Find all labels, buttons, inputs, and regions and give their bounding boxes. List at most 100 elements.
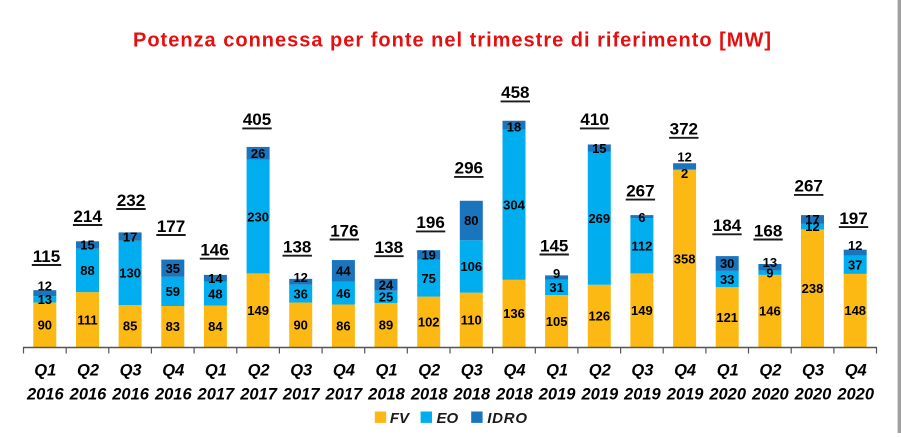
svg-text:86: 86 (336, 319, 350, 334)
svg-text:46: 46 (336, 286, 350, 301)
svg-text:15: 15 (592, 141, 606, 156)
svg-text:2: 2 (681, 166, 688, 181)
svg-text:83: 83 (166, 319, 180, 334)
svg-text:115: 115 (33, 247, 60, 266)
svg-text:138: 138 (283, 238, 311, 257)
svg-text:176: 176 (330, 221, 358, 240)
svg-text:17: 17 (805, 212, 819, 227)
svg-text:44: 44 (336, 264, 351, 279)
svg-text:121: 121 (716, 310, 738, 325)
svg-text:405: 405 (243, 110, 271, 129)
svg-text:30: 30 (720, 256, 734, 271)
svg-text:2019: 2019 (580, 386, 619, 404)
svg-text:Q1: Q1 (375, 362, 397, 380)
svg-text:EO: EO (437, 410, 459, 427)
svg-text:146: 146 (200, 241, 228, 260)
svg-text:84: 84 (208, 319, 223, 334)
svg-text:269: 269 (588, 211, 610, 226)
svg-text:24: 24 (379, 278, 394, 293)
svg-text:Q3: Q3 (290, 362, 312, 380)
svg-text:138: 138 (375, 238, 403, 257)
svg-text:267: 267 (795, 177, 823, 196)
svg-text:458: 458 (501, 83, 529, 102)
svg-text:Potenza connessa per fonte nel: Potenza connessa per fonte nel trimestre… (133, 30, 772, 52)
svg-text:410: 410 (580, 110, 608, 129)
svg-text:Q2: Q2 (248, 362, 270, 380)
svg-text:2017: 2017 (197, 386, 236, 404)
svg-text:Q2: Q2 (759, 362, 781, 380)
svg-text:85: 85 (123, 319, 137, 334)
svg-text:Q4: Q4 (162, 362, 184, 380)
svg-text:130: 130 (119, 266, 141, 281)
svg-text:2018: 2018 (410, 386, 449, 404)
svg-text:267: 267 (626, 181, 654, 200)
svg-text:126: 126 (588, 309, 610, 324)
svg-text:12: 12 (805, 219, 819, 234)
svg-text:6: 6 (638, 210, 645, 225)
svg-text:75: 75 (421, 271, 435, 286)
svg-text:Q1: Q1 (34, 362, 56, 380)
svg-text:2019: 2019 (538, 386, 577, 404)
svg-text:19: 19 (421, 248, 435, 263)
svg-text:106: 106 (460, 259, 482, 274)
svg-text:214: 214 (73, 207, 102, 226)
svg-text:2018: 2018 (452, 386, 491, 404)
svg-text:Q3: Q3 (461, 362, 483, 380)
svg-text:232: 232 (117, 191, 145, 210)
svg-text:18: 18 (507, 120, 521, 135)
svg-text:2019: 2019 (666, 386, 705, 404)
svg-text:9: 9 (766, 265, 773, 280)
svg-text:31: 31 (549, 280, 563, 295)
svg-text:2020: 2020 (708, 386, 747, 404)
svg-text:Q4: Q4 (333, 362, 355, 380)
svg-text:2017: 2017 (282, 386, 321, 404)
svg-text:2016: 2016 (111, 386, 150, 404)
svg-text:2018: 2018 (495, 386, 534, 404)
svg-text:90: 90 (38, 318, 52, 333)
svg-text:2016: 2016 (69, 386, 108, 404)
svg-text:Q1: Q1 (205, 362, 227, 380)
svg-text:2016: 2016 (26, 386, 65, 404)
svg-text:33: 33 (720, 272, 734, 287)
svg-text:89: 89 (379, 318, 393, 333)
svg-text:17: 17 (123, 229, 137, 244)
svg-text:196: 196 (416, 213, 444, 232)
svg-text:2020: 2020 (794, 386, 833, 404)
svg-text:304: 304 (503, 197, 525, 212)
svg-text:110: 110 (461, 313, 482, 328)
svg-text:148: 148 (844, 303, 866, 318)
svg-text:Q3: Q3 (120, 362, 142, 380)
svg-text:Q4: Q4 (845, 362, 867, 380)
svg-text:12: 12 (293, 270, 307, 285)
svg-text:112: 112 (631, 238, 652, 253)
svg-text:184: 184 (713, 216, 742, 235)
svg-text:FV: FV (390, 410, 411, 427)
svg-text:Q4: Q4 (674, 362, 696, 380)
svg-text:2016: 2016 (154, 386, 193, 404)
svg-text:2018: 2018 (367, 386, 406, 404)
svg-text:145: 145 (540, 236, 568, 255)
svg-text:80: 80 (464, 213, 478, 228)
svg-text:13: 13 (763, 255, 777, 270)
svg-text:14: 14 (208, 271, 223, 286)
svg-text:Q2: Q2 (589, 362, 611, 380)
svg-text:149: 149 (247, 303, 269, 318)
svg-text:59: 59 (166, 284, 180, 299)
svg-text:2020: 2020 (836, 386, 875, 404)
svg-text:149: 149 (631, 303, 653, 318)
svg-text:12: 12 (677, 150, 691, 165)
svg-text:197: 197 (839, 209, 867, 228)
svg-text:177: 177 (157, 217, 185, 236)
svg-text:Q3: Q3 (631, 362, 653, 380)
svg-text:48: 48 (208, 286, 222, 301)
svg-text:90: 90 (293, 318, 307, 333)
svg-text:358: 358 (674, 251, 696, 266)
svg-text:35: 35 (166, 261, 180, 276)
svg-text:Q3: Q3 (802, 362, 824, 380)
svg-text:12: 12 (848, 238, 862, 253)
svg-text:2019: 2019 (623, 386, 662, 404)
svg-text:Q1: Q1 (717, 362, 739, 380)
svg-text:146: 146 (759, 304, 781, 319)
svg-text:Q2: Q2 (77, 362, 99, 380)
svg-text:9: 9 (553, 266, 560, 281)
